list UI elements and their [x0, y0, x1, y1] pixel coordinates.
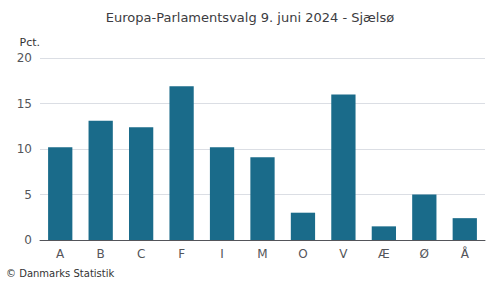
svg-text:© Danmarks Statistik: © Danmarks Statistik: [6, 268, 115, 279]
svg-text:I: I: [220, 247, 224, 261]
svg-text:Europa-Parlamentsvalg 9. juni: Europa-Parlamentsvalg 9. juni 2024 - Sjæ…: [106, 10, 394, 25]
svg-text:15: 15: [17, 97, 32, 111]
svg-text:5: 5: [24, 188, 32, 202]
svg-text:20: 20: [17, 51, 32, 65]
svg-text:F: F: [178, 247, 185, 261]
svg-text:O: O: [298, 247, 307, 261]
svg-text:Å: Å: [461, 246, 470, 261]
svg-text:A: A: [56, 247, 65, 261]
svg-text:Æ: Æ: [378, 247, 390, 261]
svg-text:C: C: [137, 247, 145, 261]
svg-text:M: M: [257, 247, 267, 261]
svg-text:Pct.: Pct.: [20, 36, 41, 49]
svg-text:B: B: [97, 247, 105, 261]
svg-text:Ø: Ø: [420, 247, 429, 261]
svg-text:10: 10: [17, 142, 32, 156]
svg-text:V: V: [339, 247, 348, 261]
svg-text:0: 0: [24, 233, 32, 247]
